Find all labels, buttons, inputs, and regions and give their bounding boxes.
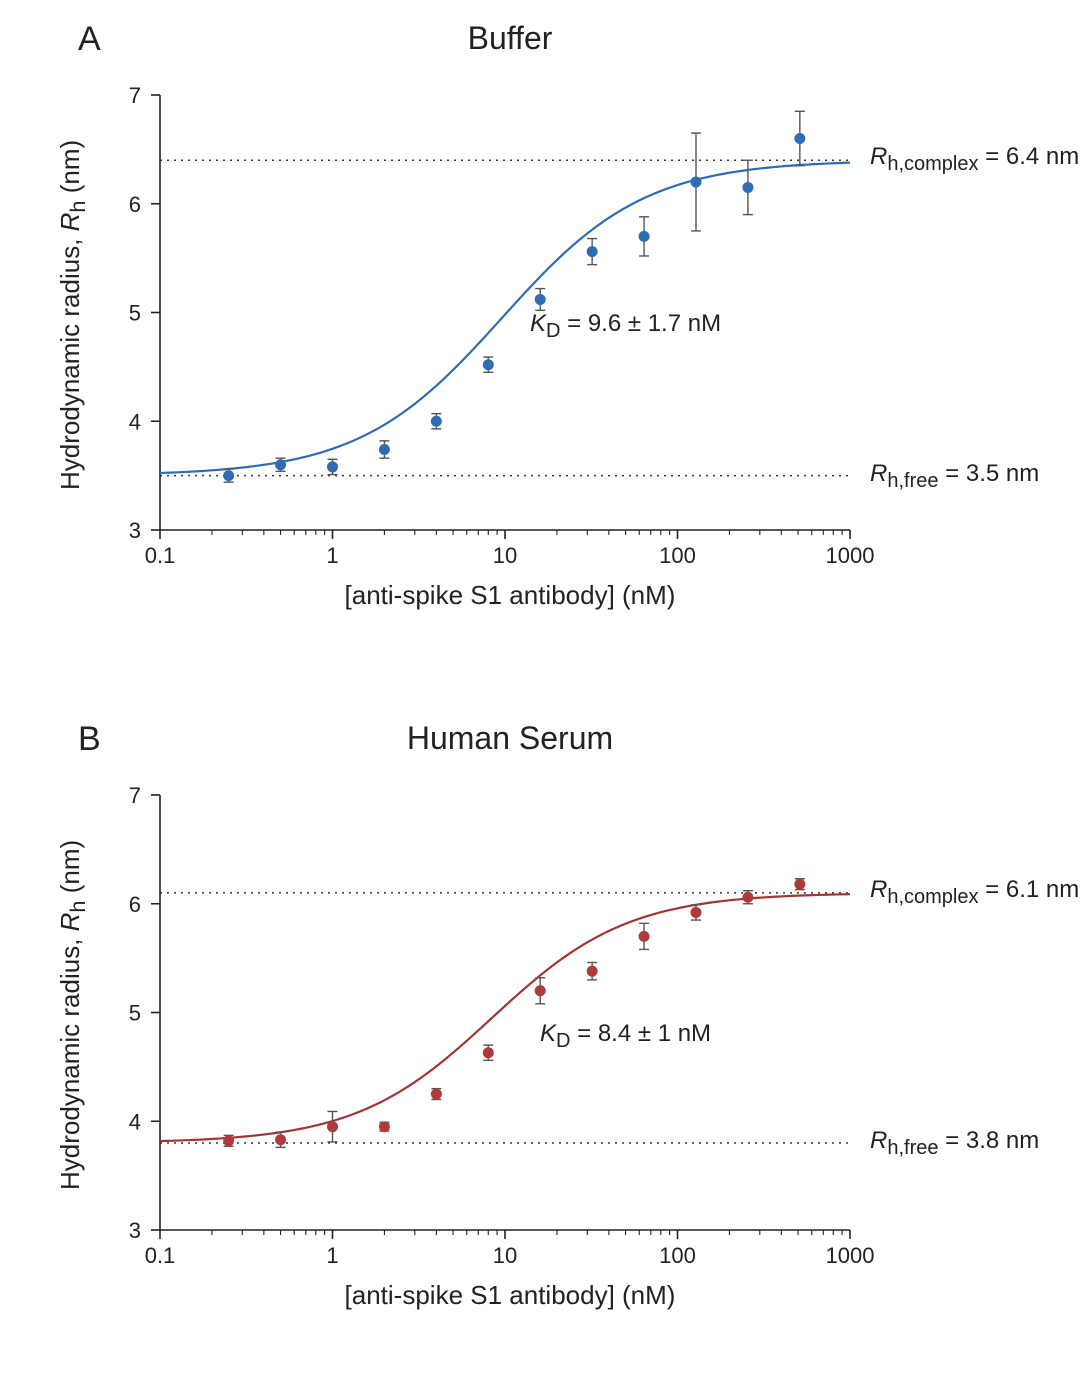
data-point bbox=[690, 907, 701, 918]
data-point bbox=[483, 359, 494, 370]
x-tick-label: 1 bbox=[326, 1243, 338, 1268]
data-point bbox=[742, 892, 753, 903]
x-tick-label: 10 bbox=[493, 543, 517, 568]
data-point bbox=[327, 461, 338, 472]
x-tick-label: 0.1 bbox=[145, 1243, 176, 1268]
x-tick-label: 10 bbox=[493, 1243, 517, 1268]
data-point bbox=[690, 177, 701, 188]
fit-curve bbox=[160, 894, 850, 1141]
x-tick-label: 1000 bbox=[826, 1243, 875, 1268]
data-point bbox=[223, 470, 234, 481]
y-tick-label: 4 bbox=[129, 409, 141, 434]
plot-b: 0.1 1 10 100 1000 3 4 5 6 7 bbox=[0, 700, 1080, 1400]
x-tick-label: 0.1 bbox=[145, 543, 176, 568]
panel-b: B Human Serum Hydrodynamic radius, Rh (n… bbox=[0, 700, 1080, 1400]
data-point bbox=[379, 444, 390, 455]
x-tick-label: 1000 bbox=[826, 543, 875, 568]
data-point bbox=[794, 879, 805, 890]
x-tick-label: 1 bbox=[326, 543, 338, 568]
data-point bbox=[587, 966, 598, 977]
plot-a: 0.1 1 10 100 1000 3 4 5 6 7 bbox=[0, 0, 1080, 700]
data-point bbox=[794, 133, 805, 144]
data-point bbox=[431, 1089, 442, 1100]
data-point bbox=[535, 294, 546, 305]
y-tick-label: 7 bbox=[129, 83, 141, 108]
data-point bbox=[431, 416, 442, 427]
y-tick-label: 7 bbox=[129, 783, 141, 808]
panel-a: A Buffer Hydrodynamic radius, Rh (nm) [a… bbox=[0, 0, 1080, 700]
y-tick-label: 5 bbox=[129, 301, 141, 326]
y-tick-label: 5 bbox=[129, 1001, 141, 1026]
x-tick-label: 100 bbox=[659, 1243, 696, 1268]
data-point bbox=[275, 1134, 286, 1145]
data-point bbox=[587, 246, 598, 257]
figure-page: A Buffer Hydrodynamic radius, Rh (nm) [a… bbox=[0, 0, 1080, 1399]
data-point bbox=[535, 985, 546, 996]
fit-curve bbox=[160, 163, 850, 473]
data-point bbox=[379, 1121, 390, 1132]
data-point bbox=[327, 1121, 338, 1132]
data-point bbox=[639, 931, 650, 942]
y-tick-label: 3 bbox=[129, 518, 141, 543]
y-tick-label: 6 bbox=[129, 892, 141, 917]
data-point bbox=[275, 459, 286, 470]
data-point bbox=[483, 1047, 494, 1058]
data-point bbox=[223, 1135, 234, 1146]
data-point bbox=[742, 182, 753, 193]
y-tick-label: 6 bbox=[129, 192, 141, 217]
y-tick-label: 3 bbox=[129, 1218, 141, 1243]
data-point bbox=[639, 231, 650, 242]
y-tick-label: 4 bbox=[129, 1109, 141, 1134]
x-tick-label: 100 bbox=[659, 543, 696, 568]
